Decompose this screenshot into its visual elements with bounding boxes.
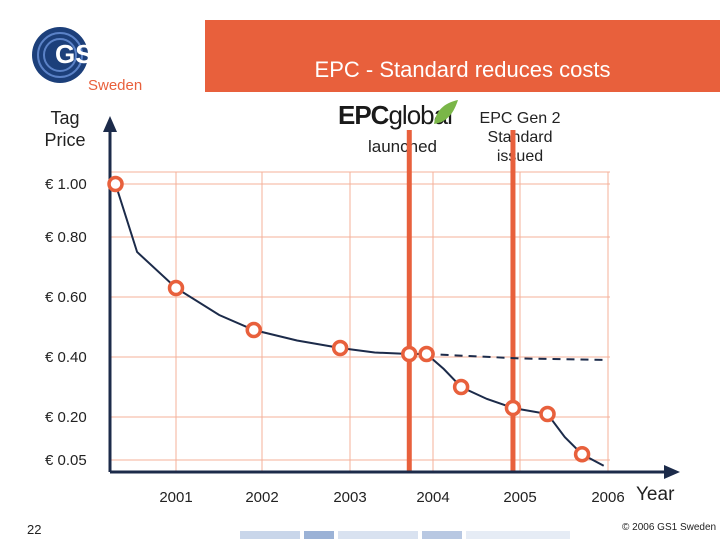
x-tick-label-2: 2003 xyxy=(333,489,366,506)
data-point-6 xyxy=(452,378,470,396)
y-tick-label-5: € 0.05 xyxy=(45,452,87,469)
chart-grid xyxy=(110,171,610,472)
title-banner xyxy=(205,20,720,92)
price-curve-dashed xyxy=(426,353,609,361)
x-tick-label-4: 2005 xyxy=(503,489,536,506)
gs1-logo: GS1 xyxy=(32,27,107,83)
x-tick-label-0: 2001 xyxy=(159,489,192,506)
gen2-line3: issued xyxy=(496,148,544,165)
price-curves xyxy=(114,183,609,467)
y-axis-title-line1: Tag xyxy=(50,108,80,128)
milestone-lines xyxy=(406,130,516,472)
x-tick-label-5: 2006 xyxy=(591,489,624,506)
y-axis-title: Tag Price xyxy=(30,107,100,151)
data-point-3 xyxy=(331,339,349,357)
country-label: Sweden xyxy=(88,77,143,94)
footer-decoration xyxy=(240,531,570,539)
y-tick-label-2: € 0.60 xyxy=(45,289,87,306)
y-tick-label-3: € 0.40 xyxy=(45,349,87,366)
y-axis-arrow xyxy=(103,116,117,132)
copyright: © 2006 GS1 Sweden xyxy=(622,522,717,533)
gen2-line2: Standard xyxy=(487,129,553,146)
data-point-2 xyxy=(245,321,263,339)
epc-leaf-icon xyxy=(434,100,458,124)
data-point-9 xyxy=(573,446,591,463)
data-point-5 xyxy=(418,345,435,363)
x-tick-labels: 2001 2002 2003 2004 2005 2006 xyxy=(159,489,624,506)
y-tick-label-4: € 0.20 xyxy=(45,409,87,426)
data-point-8 xyxy=(539,405,556,423)
launched-annotation: launched xyxy=(368,137,438,156)
epc-logo-main: EPC xyxy=(338,100,389,130)
page-number: 22 xyxy=(27,522,42,537)
y-tick-label-0: € 1.00 xyxy=(45,176,87,193)
gen2-line1: EPC Gen 2 xyxy=(479,110,561,127)
x-tick-label-3: 2004 xyxy=(416,489,449,506)
slide-title: EPC - Standard reduces costs xyxy=(314,57,611,82)
x-tick-label-1: 2002 xyxy=(245,489,278,506)
data-point-7 xyxy=(504,399,522,417)
data-point-0 xyxy=(107,175,124,193)
data-point-4 xyxy=(401,345,418,363)
price-curve-solid xyxy=(114,183,605,467)
y-tick-label-1: € 0.80 xyxy=(45,229,87,246)
logo-text: GS1 xyxy=(55,39,107,69)
x-axis-title: Year xyxy=(636,484,675,505)
gen2-annotation: EPC Gen 2 Standard issued xyxy=(470,109,570,166)
y-tick-labels: € 1.00 € 0.80 € 0.60 € 0.40 € 0.20 € 0.05 xyxy=(45,176,87,469)
data-point-1 xyxy=(167,279,185,297)
x-axis-arrow xyxy=(664,465,680,479)
y-axis-title-line2: Price xyxy=(44,130,86,150)
price-markers xyxy=(107,175,591,463)
